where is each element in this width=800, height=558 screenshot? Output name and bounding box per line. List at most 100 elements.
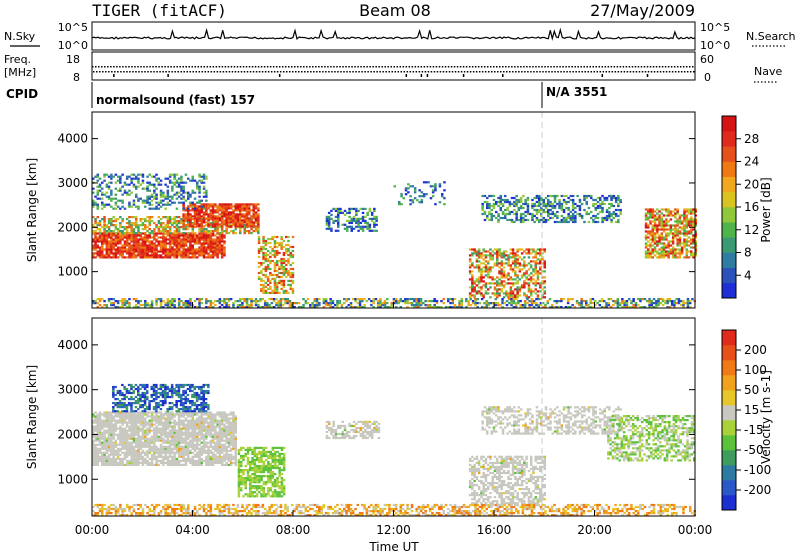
heatmap-cell bbox=[214, 252, 217, 254]
heatmap-cell bbox=[274, 268, 277, 270]
heatmap-cell bbox=[230, 219, 233, 221]
heatmap-cell bbox=[514, 262, 517, 264]
heatmap-cell bbox=[180, 190, 183, 192]
heatmap-cell bbox=[94, 218, 97, 220]
heatmap-cell bbox=[112, 456, 115, 458]
heatmap-cell bbox=[151, 304, 154, 306]
heatmap-cell bbox=[167, 216, 170, 218]
heatmap-cell bbox=[663, 246, 666, 248]
heatmap-cell bbox=[119, 458, 122, 460]
heatmap-cell bbox=[108, 462, 111, 464]
heatmap-cell bbox=[239, 228, 242, 230]
heatmap-cell bbox=[97, 246, 100, 248]
freq-point bbox=[442, 66, 444, 68]
heatmap-cell bbox=[171, 252, 174, 254]
heatmap-cell bbox=[373, 210, 376, 212]
heatmap-cell bbox=[497, 197, 500, 199]
heatmap-cell bbox=[151, 232, 154, 234]
heatmap-cell bbox=[679, 220, 682, 222]
heatmap-cell bbox=[658, 242, 661, 244]
heatmap-cell bbox=[171, 190, 174, 192]
heatmap-cell bbox=[182, 198, 185, 200]
heatmap-cell bbox=[527, 199, 530, 201]
heatmap-cell bbox=[151, 300, 154, 302]
heatmap-cell bbox=[658, 224, 661, 226]
heatmap-cell bbox=[278, 280, 281, 282]
heatmap-cell bbox=[112, 304, 115, 306]
heatmap-cell bbox=[201, 248, 204, 250]
heatmap-cell bbox=[192, 238, 195, 240]
heatmap-cell bbox=[169, 196, 172, 198]
heatmap-cell bbox=[686, 218, 689, 220]
heatmap-cell bbox=[665, 232, 668, 234]
heatmap-cell bbox=[487, 292, 490, 294]
heatmap-cell bbox=[678, 302, 681, 304]
heatmap-cell bbox=[505, 292, 508, 294]
heatmap-cell bbox=[115, 224, 118, 226]
heatmap-cell bbox=[144, 236, 147, 238]
heatmap-cell bbox=[269, 252, 272, 254]
heatmap-cell bbox=[201, 228, 204, 230]
heatmap-cell bbox=[223, 203, 226, 205]
heatmap-cell bbox=[244, 217, 247, 219]
heatmap-cell bbox=[110, 304, 113, 306]
heatmap-cell bbox=[164, 236, 167, 238]
heatmap-cell bbox=[316, 300, 319, 302]
colorbar-segment bbox=[722, 177, 736, 192]
heatmap-cell bbox=[146, 196, 149, 198]
heatmap-cell bbox=[214, 240, 217, 242]
heatmap-cell bbox=[221, 252, 224, 254]
heatmap-cell bbox=[171, 198, 174, 200]
heatmap-cell bbox=[552, 217, 555, 219]
heatmap-cell bbox=[212, 219, 215, 221]
heatmap-cell bbox=[328, 212, 331, 214]
heatmap-cell bbox=[246, 298, 249, 300]
heatmap-cell bbox=[663, 224, 666, 226]
heatmap-cell bbox=[605, 304, 608, 306]
nave-point bbox=[250, 71, 252, 73]
heatmap-cell bbox=[686, 238, 689, 240]
heatmap-cell bbox=[146, 234, 149, 236]
heatmap-cell bbox=[196, 234, 199, 236]
heatmap-cell bbox=[144, 206, 147, 208]
heatmap-cell bbox=[647, 240, 650, 242]
heatmap-cell bbox=[158, 242, 161, 244]
heatmap-cell bbox=[645, 218, 648, 220]
heatmap-cell bbox=[523, 286, 526, 288]
heatmap-cell bbox=[424, 304, 427, 306]
heatmap-cell bbox=[103, 464, 106, 466]
heatmap-cell bbox=[478, 260, 481, 262]
heatmap-cell bbox=[266, 302, 269, 304]
heatmap-cell bbox=[232, 213, 235, 215]
heatmap-cell bbox=[144, 246, 147, 248]
heatmap-cell bbox=[121, 434, 124, 436]
heatmap-cell bbox=[239, 217, 242, 219]
heatmap-cell bbox=[171, 236, 174, 238]
heatmap-cell bbox=[133, 298, 136, 300]
heatmap-cell bbox=[476, 280, 479, 282]
heatmap-cell bbox=[155, 208, 158, 210]
freq-point bbox=[671, 66, 673, 68]
heatmap-cell bbox=[187, 219, 190, 221]
heatmap-cell bbox=[106, 440, 109, 442]
heatmap-cell bbox=[502, 203, 505, 205]
heatmap-cell bbox=[686, 220, 689, 222]
heatmap-cell bbox=[110, 298, 113, 300]
heatmap-cell bbox=[155, 194, 158, 196]
heatmap-cell bbox=[212, 209, 215, 211]
heatmap-cell bbox=[115, 428, 118, 430]
heatmap-cell bbox=[121, 438, 124, 440]
heatmap-cell bbox=[682, 304, 685, 306]
heatmap-cell bbox=[137, 228, 140, 230]
heatmap-cell bbox=[119, 436, 122, 438]
heatmap-cell bbox=[99, 420, 102, 422]
heatmap-cell bbox=[187, 225, 190, 227]
heatmap-cell bbox=[478, 248, 481, 250]
heatmap-cell bbox=[97, 424, 100, 426]
heatmap-cell bbox=[520, 197, 523, 199]
nave-point bbox=[431, 71, 433, 73]
heatmap-cell bbox=[194, 248, 197, 250]
heatmap-cell bbox=[505, 282, 508, 284]
heatmap-cell bbox=[271, 290, 274, 292]
heatmap-cell bbox=[201, 302, 204, 304]
